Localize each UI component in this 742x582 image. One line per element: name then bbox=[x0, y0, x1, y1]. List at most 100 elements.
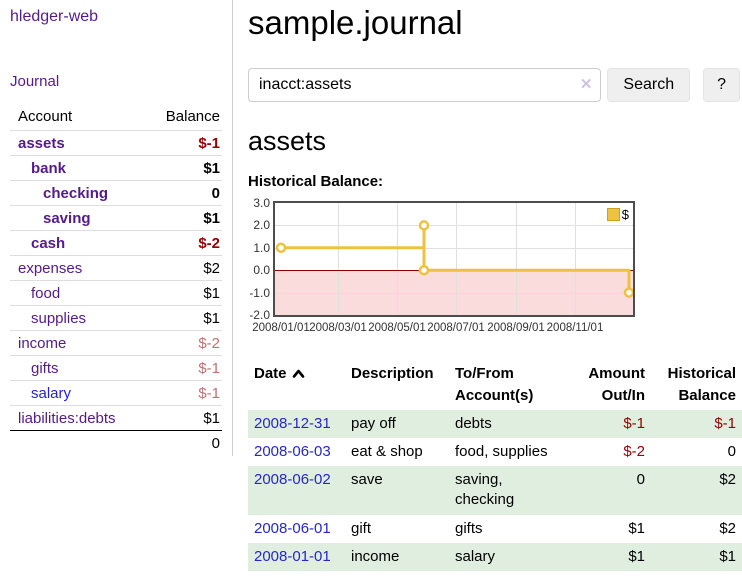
txn-date-link[interactable]: 2008-06-01 bbox=[254, 519, 331, 537]
txn-accounts: gifts bbox=[455, 519, 483, 537]
x-tick: 2008/11/01 bbox=[546, 322, 604, 334]
account-balance: $1 bbox=[141, 205, 222, 231]
legend-swatch-icon bbox=[606, 208, 620, 221]
negative-region bbox=[275, 270, 633, 315]
account-row-bank: bank $1 bbox=[10, 155, 222, 181]
search-button[interactable]: Search bbox=[607, 68, 691, 102]
account-balance: $-2 bbox=[141, 330, 222, 356]
page-title: sample.journal bbox=[248, 4, 463, 41]
legend-label: $ bbox=[621, 207, 629, 222]
y-tick: 2.0 bbox=[253, 218, 270, 232]
txn-description: gift bbox=[351, 519, 372, 537]
register-header-row: Date Description To/From Account(s) Amou… bbox=[248, 360, 742, 410]
account-row-food: food $1 bbox=[10, 280, 222, 306]
account-balance: $2 bbox=[141, 255, 222, 281]
account-link-gifts[interactable]: gifts bbox=[31, 360, 59, 377]
x-tick: 2008/05/01 bbox=[368, 322, 426, 334]
data-point-marker bbox=[418, 264, 430, 276]
account-link-expenses[interactable]: expenses bbox=[18, 260, 83, 277]
txn-accounts: food, supplies bbox=[455, 442, 548, 460]
header-date[interactable]: Date bbox=[248, 360, 345, 410]
register-row: 2008-01-01 income salary $1 $1 bbox=[248, 542, 742, 571]
account-balance: $-2 bbox=[141, 230, 222, 256]
account-link-food[interactable]: food bbox=[31, 285, 61, 302]
account-row-expenses: expenses $2 bbox=[10, 255, 222, 281]
txn-balance: $-1 bbox=[714, 414, 736, 432]
account-balance: $-1 bbox=[141, 130, 222, 156]
account-row-checking: checking 0 bbox=[10, 180, 222, 206]
accounts-header-row: Account Balance bbox=[10, 104, 222, 131]
accounts-total-row: 0 bbox=[10, 430, 222, 455]
x-tick: 2008/03/01 bbox=[309, 322, 367, 334]
account-link-liabilities-debts[interactable]: liabilities:debts bbox=[18, 410, 116, 427]
x-tick: 2008/01/01 bbox=[252, 322, 310, 334]
txn-date-link[interactable]: 2008-01-01 bbox=[254, 547, 331, 565]
header-accounts: To/From Account(s) bbox=[455, 365, 534, 404]
main-content: sample.journal ✕ Search ? assets Histori… bbox=[248, 0, 742, 571]
help-button[interactable]: ? bbox=[703, 68, 740, 102]
sidebar: hledger-web Journal Account Balance asse… bbox=[0, 0, 233, 456]
chart-title: Historical Balance: bbox=[248, 173, 384, 190]
txn-date-link[interactable]: 2008-12-31 bbox=[254, 414, 331, 432]
txn-description: income bbox=[351, 547, 400, 565]
sort-ascending-icon bbox=[292, 370, 304, 379]
balance-step-line bbox=[275, 220, 633, 298]
txn-balance: $1 bbox=[719, 547, 736, 565]
account-balance: $-1 bbox=[141, 380, 222, 406]
account-balance: $-1 bbox=[141, 355, 222, 381]
account-row-supplies: supplies $1 bbox=[10, 305, 222, 331]
sidebar-item-journal[interactable]: Journal bbox=[10, 73, 60, 90]
txn-balance: $2 bbox=[719, 471, 736, 488]
account-row-income: income $-2 bbox=[10, 330, 222, 356]
txn-date-link[interactable]: 2008-06-03 bbox=[254, 442, 331, 460]
account-link-checking[interactable]: checking bbox=[43, 185, 109, 202]
txn-accounts: saving, checking bbox=[455, 471, 515, 509]
plot-area: $ bbox=[273, 201, 635, 317]
txn-amount: $-2 bbox=[623, 442, 645, 460]
search-input[interactable] bbox=[248, 68, 602, 102]
txn-date-link[interactable]: 2008-06-02 bbox=[254, 471, 331, 488]
txn-amount: $1 bbox=[628, 519, 645, 537]
header-balance: Historical Balance bbox=[667, 365, 736, 404]
data-point-marker bbox=[275, 242, 287, 254]
y-tick: 1.0 bbox=[253, 241, 270, 255]
account-balance: $1 bbox=[141, 280, 222, 306]
account-row-gifts: gifts $-1 bbox=[10, 355, 222, 381]
txn-accounts: debts bbox=[455, 414, 492, 432]
txn-amount: $-1 bbox=[623, 414, 645, 432]
data-point-marker bbox=[418, 220, 430, 231]
account-link-bank[interactable]: bank bbox=[31, 160, 67, 177]
accounts-table: Account Balance assets $-1 bank $1 check… bbox=[10, 104, 222, 455]
account-link-income[interactable]: income bbox=[18, 335, 67, 352]
account-link-saving[interactable]: saving bbox=[43, 210, 91, 227]
account-heading: assets bbox=[248, 126, 327, 156]
register-row: 2008-12-31 pay off debts $-1 $-1 bbox=[248, 409, 742, 438]
x-tick: 2008/09/01 bbox=[487, 322, 545, 334]
account-balance: $1 bbox=[141, 305, 222, 331]
account-balance: $1 bbox=[141, 155, 222, 181]
txn-description: save bbox=[351, 471, 383, 488]
clear-search-icon[interactable]: ✕ bbox=[579, 76, 593, 93]
register-row: 2008-06-01 gift gifts $1 $2 bbox=[248, 515, 742, 543]
chart-legend: $ bbox=[606, 207, 629, 222]
txn-amount: 0 bbox=[636, 471, 645, 488]
header-description: Description bbox=[351, 365, 434, 382]
register-row: 2008-06-02 save saving, checking 0 $2 bbox=[248, 466, 742, 515]
txn-amount: $1 bbox=[628, 547, 645, 565]
header-amount: Amount Out/In bbox=[588, 365, 645, 404]
txn-description: eat & shop bbox=[351, 442, 423, 460]
y-tick: 3.0 bbox=[253, 196, 270, 210]
brand-link[interactable]: hledger-web bbox=[10, 8, 99, 25]
register-row: 2008-06-03 eat & shop food, supplies $-2… bbox=[248, 438, 742, 466]
txn-balance: $2 bbox=[719, 519, 736, 537]
account-link-supplies[interactable]: supplies bbox=[31, 310, 87, 327]
account-balance: $1 bbox=[141, 405, 222, 431]
register-table: Date Description To/From Account(s) Amou… bbox=[248, 360, 742, 571]
account-link-cash[interactable]: cash bbox=[31, 235, 66, 252]
accounts-header-account: Account bbox=[18, 108, 73, 125]
account-row-liabilities-debts: liabilities:debts $1 bbox=[10, 405, 222, 431]
account-link-salary[interactable]: salary bbox=[31, 385, 72, 402]
accounts-total-value: 0 bbox=[141, 430, 222, 455]
y-tick: -2.0 bbox=[249, 308, 270, 322]
account-link-assets[interactable]: assets bbox=[18, 135, 65, 152]
